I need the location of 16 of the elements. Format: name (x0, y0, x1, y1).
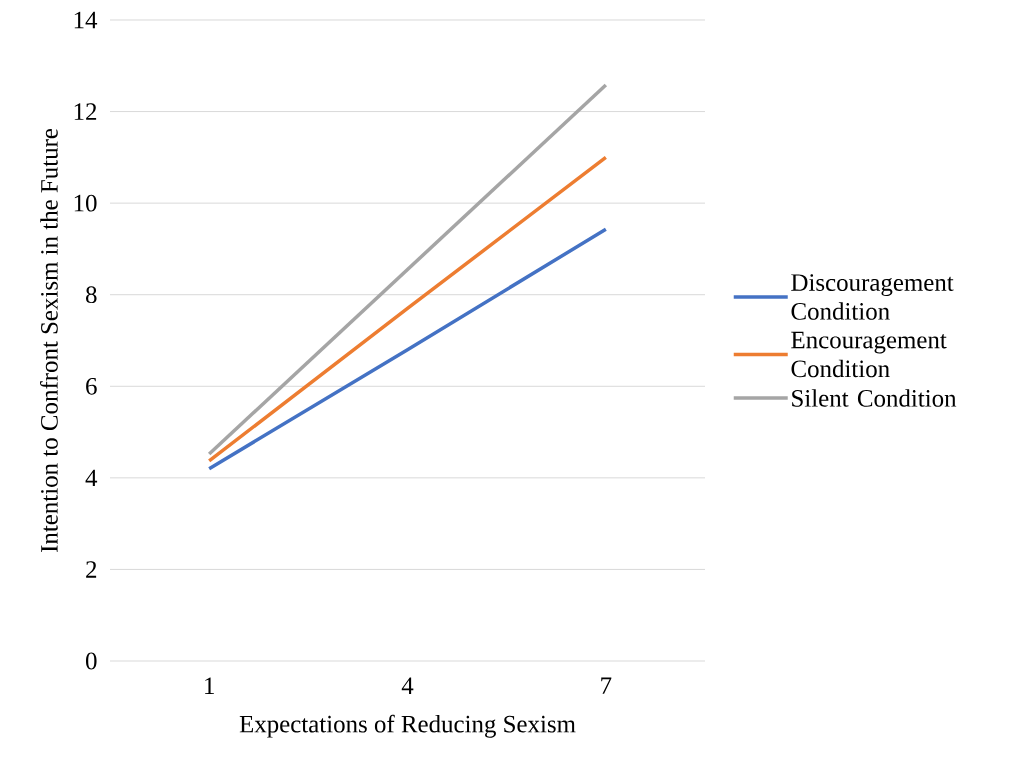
x-tick-label: 7 (601, 677, 612, 694)
y-tick-label: 2 (86, 561, 97, 578)
y-tick-label: 12 (74, 103, 97, 120)
y-tick-label: 4 (85, 469, 98, 487)
legend-label: Encouragement Condition (791, 331, 947, 378)
legend-label: Discouragement Condition (791, 274, 954, 320)
y-tick-label: 6 (86, 377, 97, 395)
legend-label: Silent Condition (792, 389, 957, 407)
y-tick-label: 14 (74, 11, 98, 29)
x-tick-label: 4 (401, 677, 414, 694)
y-axis-title: Intention to Confront Sexism in the Future (40, 128, 58, 552)
y-tick-label: 0 (86, 652, 97, 670)
x-axis-title: Expectations of Reducing Sexism (239, 714, 576, 738)
x-tick-label: 1 (205, 677, 214, 694)
y-tick-label: 8 (86, 286, 97, 304)
y-tick-label: 10 (74, 194, 97, 212)
